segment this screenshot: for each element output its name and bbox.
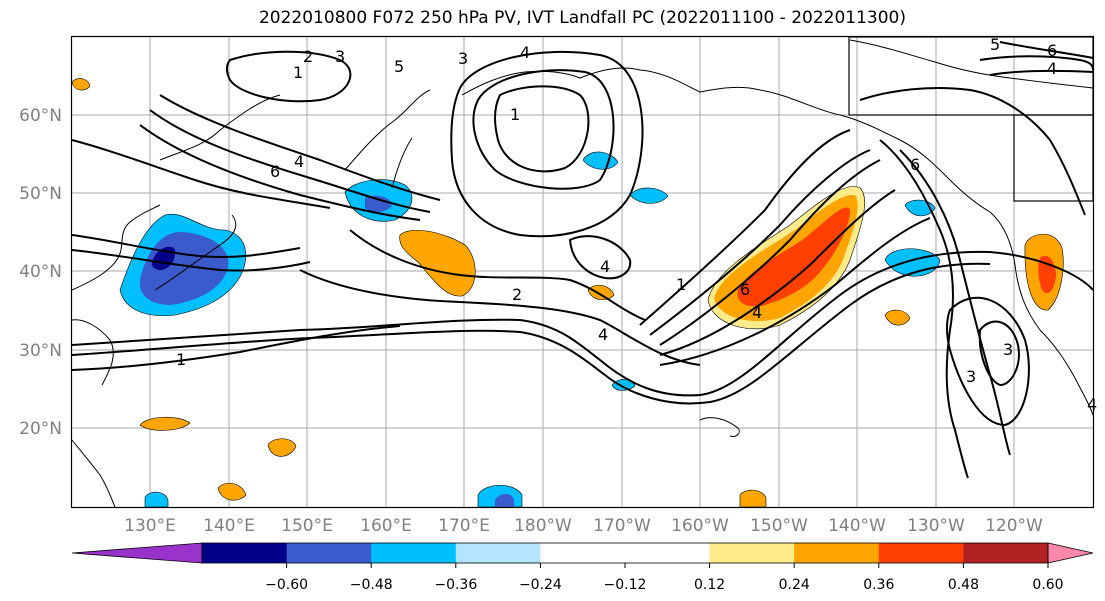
contour-label: 1 — [510, 105, 520, 124]
contour-label: 6 — [1047, 41, 1057, 60]
lon-label: 180°W — [514, 516, 572, 536]
contour-label: 4 — [598, 325, 608, 344]
negative-patch-hawaii — [611, 379, 636, 391]
negative-patch-south-b — [144, 491, 169, 508]
colorbar-tick-label: 0.48 — [948, 577, 979, 593]
contour-label: 4 — [1087, 395, 1097, 414]
lon-label: 120°W — [985, 516, 1043, 536]
contour-label: 2 — [303, 47, 313, 66]
colorbar-tick-label: 0.36 — [863, 577, 894, 593]
shaded-anomalies — [71, 78, 1064, 508]
colorbar-extension-high — [1047, 542, 1094, 564]
positive-patch-south-b — [267, 438, 297, 457]
lat-label: 40°N — [19, 262, 62, 282]
colorbar-segment — [455, 543, 541, 563]
lat-label: 60°N — [19, 106, 62, 126]
negative-core-kamchatka — [365, 195, 392, 212]
colorbar-segment — [794, 543, 880, 563]
lat-label: 50°N — [19, 184, 62, 204]
contour-label: 1 — [176, 350, 186, 369]
colorbar-segment — [963, 543, 1049, 563]
lon-label: 130°W — [907, 516, 965, 536]
colorbar-tick-label: −0.12 — [604, 577, 647, 593]
negative-patch-aleutian — [629, 187, 669, 204]
contour-label: 5 — [394, 57, 404, 76]
colorbar-segment — [202, 543, 288, 563]
lon-label: 130°E — [124, 516, 176, 536]
positive-patch-south-d — [739, 489, 767, 508]
lon-label: 150°E — [281, 516, 333, 536]
lon-label: 160°E — [360, 516, 412, 536]
lon-label: 160°W — [671, 516, 729, 536]
colorbar-segment — [625, 543, 711, 563]
colorbar-segment — [878, 543, 964, 563]
map-title: 2022010800 F072 250 hPa PV, IVT Landfall… — [258, 8, 906, 28]
contour-label: 3 — [335, 47, 345, 66]
lon-label: 170°E — [438, 516, 490, 536]
contour-label: 3 — [1003, 340, 1013, 359]
contour-label: 6 — [740, 280, 750, 299]
colorbar: −0.60 −0.48 −0.36 −0.24 −0.12 0.12 0.24 0.36 0.4… — [71, 542, 1094, 593]
positive-patch-south-a — [139, 416, 191, 431]
positive-patch-small-a — [587, 284, 615, 300]
colorbar-segment — [286, 543, 372, 563]
positive-patch-japan-west — [71, 78, 91, 91]
map-frame — [70, 35, 1095, 509]
contour-label: 3 — [458, 49, 468, 68]
contour-label: 4 — [600, 257, 610, 276]
positive-patch-south-c — [217, 482, 247, 501]
colorbar-tick-label: −0.24 — [519, 577, 562, 593]
colorbar-tick-label: −0.48 — [350, 577, 393, 593]
contour-label: 2 — [512, 285, 522, 304]
colorbar-tick-label: 0.24 — [779, 577, 810, 593]
colorbar-tick-label: −0.60 — [265, 577, 308, 593]
negative-patch-bering — [582, 151, 619, 170]
coastlines — [71, 39, 1094, 508]
contour-label: 4 — [752, 303, 762, 322]
contour-label: 1 — [676, 275, 686, 294]
negative-core-south-a — [495, 494, 514, 507]
pv-contours — [71, 41, 1094, 479]
lon-label: 150°W — [750, 516, 808, 536]
lat-label: 30°N — [19, 341, 62, 361]
contour-label: 5 — [990, 35, 1000, 54]
positive-center-gulf-alaska — [737, 207, 850, 307]
lon-label: 170°W — [593, 516, 651, 536]
colorbar-segment — [371, 543, 457, 563]
lat-label: 20°N — [19, 419, 62, 439]
colorbar-segment — [540, 543, 626, 563]
contour-label: 4 — [1047, 59, 1057, 78]
contour-label: 1 — [293, 63, 303, 82]
lon-label: 140°E — [203, 516, 255, 536]
longitude-labels: 130°E 140°E 150°E 160°E 170°E 180°W 170°… — [124, 516, 1043, 536]
lon-label: 140°W — [828, 516, 886, 536]
contour-label: 4 — [520, 43, 530, 62]
colorbar-segment — [709, 543, 795, 563]
contour-label: 4 — [294, 152, 304, 171]
colorbar-tick-label: 0.60 — [1032, 577, 1063, 593]
contour-labels: 2 3 1 3 5 4 6 4 1 1 2 4 4 1 6 4 6 4 5 6 … — [176, 35, 1097, 414]
latitude-labels: 60°N 50°N 40°N 30°N 20°N — [19, 106, 62, 439]
colorbar-tick-label: −0.36 — [434, 577, 477, 593]
contour-label: 6 — [270, 162, 280, 181]
colorbar-extension-low — [71, 542, 203, 564]
contour-label: 6 — [910, 155, 920, 174]
colorbar-tick-label: 0.12 — [694, 577, 725, 593]
positive-patch-north-pacific — [399, 229, 476, 297]
positive-patch-offshore — [884, 309, 911, 326]
contour-label: 3 — [966, 367, 976, 386]
